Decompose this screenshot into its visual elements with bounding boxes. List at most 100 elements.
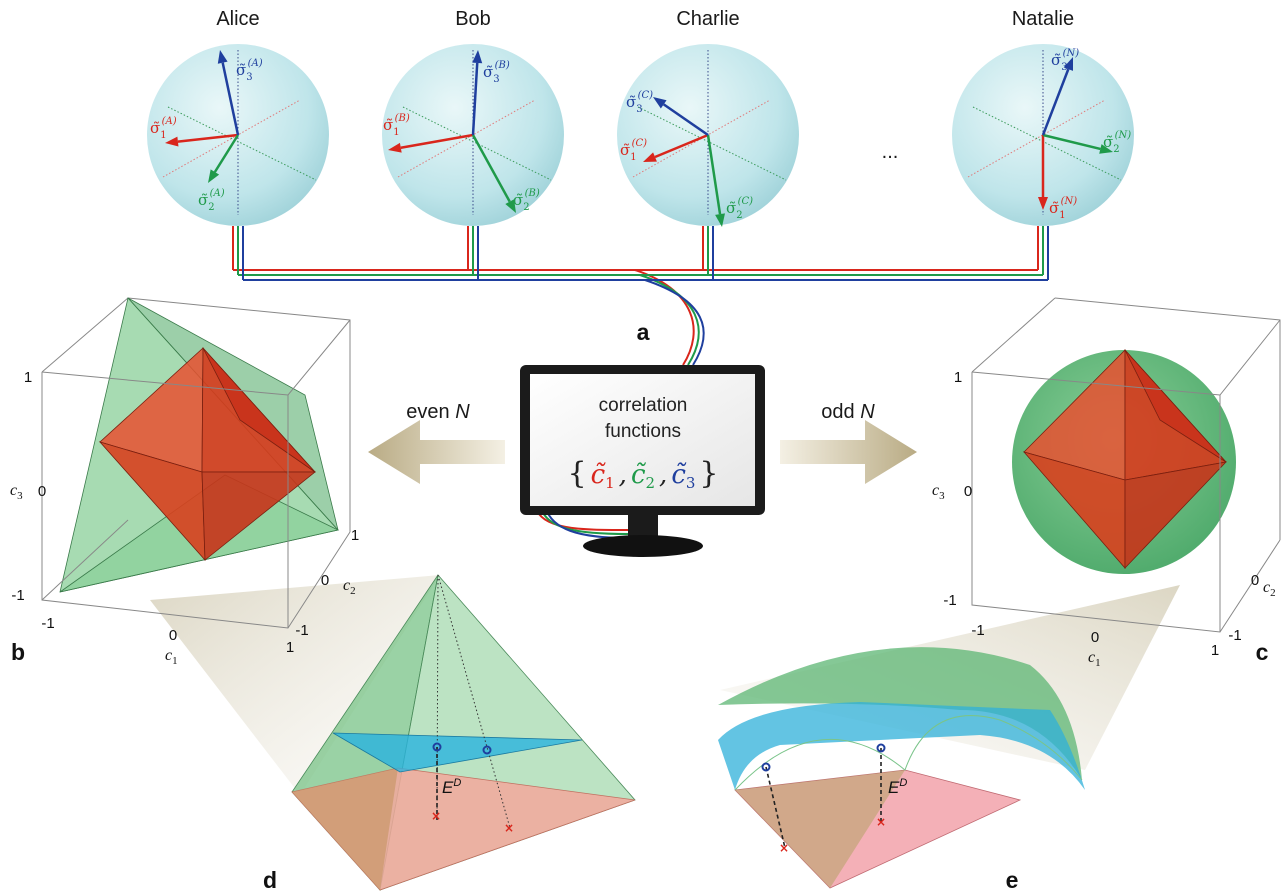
d-guide-1 bbox=[436, 574, 439, 821]
b-c1-tick-m1: -1 bbox=[41, 615, 54, 632]
e-cap-outer bbox=[718, 647, 1082, 780]
e-point-1 bbox=[761, 762, 771, 772]
dotted-axis-y bbox=[972, 106, 1122, 181]
d-point-2 bbox=[482, 745, 492, 755]
sigma-3-label: σ̃3(C) bbox=[626, 90, 653, 115]
panel-label-e: e bbox=[1006, 867, 1019, 893]
monitor-screen bbox=[530, 374, 755, 506]
arrow-odd-label: odd N bbox=[821, 401, 875, 423]
dotted-axis-x bbox=[632, 99, 771, 178]
axes-c: 1 0 -1 c3 -1 0 1 c1 0 -1 c2 bbox=[932, 369, 1276, 669]
c-c3-label: c3 bbox=[932, 482, 945, 502]
e-slice bbox=[718, 702, 1085, 790]
zoom-fan-left bbox=[150, 575, 440, 795]
sigma-1-arrowhead bbox=[643, 152, 657, 162]
b-c3-tick-m1: -1 bbox=[11, 587, 24, 604]
c1-symbol: c̃ bbox=[591, 460, 607, 490]
sigma-2-label: σ̃2(C) bbox=[726, 196, 753, 221]
panel-label-d: d bbox=[263, 867, 277, 893]
panel-label-a: a bbox=[637, 319, 650, 345]
party-name-charlie: Charlie bbox=[676, 8, 739, 30]
sigma-2-label: σ̃2(B) bbox=[513, 188, 540, 213]
sigma-2-vector bbox=[471, 134, 511, 203]
b-c2-tick-1: 1 bbox=[351, 527, 359, 544]
party-name-bob: Bob bbox=[455, 8, 491, 30]
sigma-3-label: σ̃3(B) bbox=[483, 60, 510, 85]
b-c2-tick-0: 0 bbox=[321, 572, 329, 589]
d-cross-2: × bbox=[504, 821, 514, 835]
correlation-set: { c̃1 , c̃2 , c̃3 } bbox=[567, 456, 718, 492]
e-point-2 bbox=[876, 743, 886, 753]
c3-symbol: c̃ bbox=[671, 460, 687, 490]
dotted-axis-x bbox=[397, 99, 536, 178]
c3-sub: 3 bbox=[686, 474, 696, 492]
sigma-3-arrowhead bbox=[653, 97, 667, 109]
panel-c-plot: 1 0 -1 c3 -1 0 1 c1 0 -1 c2 bbox=[932, 297, 1281, 669]
b-c2-tick-m1: -1 bbox=[295, 622, 308, 639]
wire-bundle bbox=[232, 226, 1049, 539]
sigma-2-arrowhead bbox=[505, 199, 516, 213]
sigma-2-arrowhead bbox=[208, 169, 220, 183]
cube-c-front-edges bbox=[971, 319, 1281, 633]
panel-d-plot: × × ED bbox=[291, 574, 636, 891]
dotted-axis-x bbox=[162, 99, 301, 178]
c-c2-label: c2 bbox=[1263, 579, 1276, 599]
feed-wire-2 bbox=[639, 274, 700, 366]
octa-b-face-3 bbox=[202, 347, 316, 473]
sigma-1-label: σ̃1(A) bbox=[150, 116, 177, 141]
b-c1-tick-1: 1 bbox=[286, 639, 294, 656]
sigma-3-arrowhead bbox=[472, 50, 483, 64]
sigma-3-vector bbox=[1041, 68, 1070, 136]
c2-symbol: c̃ bbox=[631, 460, 647, 490]
sphere-charlie: σ̃1(C) σ̃2(C) σ̃3(C) bbox=[617, 44, 799, 227]
sigma-1-vector bbox=[177, 133, 239, 143]
party-names: Alice Bob Charlie Natalie bbox=[216, 8, 1074, 30]
panel-label-c: c bbox=[1256, 639, 1269, 665]
monitor-stand bbox=[583, 535, 703, 557]
b-c1-label: c1 bbox=[165, 647, 178, 667]
monitor-line-1: correlation bbox=[599, 395, 688, 416]
e-cross-2: × bbox=[876, 815, 886, 829]
c1-sub: 1 bbox=[605, 474, 615, 492]
cube-b-front-edges bbox=[41, 319, 351, 629]
sigma-1-label: σ̃1(N) bbox=[1049, 196, 1077, 221]
sigma-1-arrowhead bbox=[388, 142, 402, 153]
close-brace: } bbox=[699, 456, 718, 491]
c-c1-tick-0: 0 bbox=[1091, 629, 1099, 646]
sigma-3-label: σ̃3(A) bbox=[236, 58, 263, 83]
sigma-3-label: σ̃3(N) bbox=[1051, 48, 1079, 73]
sigma-1-arrowhead bbox=[1038, 197, 1048, 210]
dotted-axis-x bbox=[967, 99, 1106, 178]
b-c3-tick-0: 0 bbox=[38, 483, 46, 500]
sphere-bob: σ̃1(B) σ̃2(B) σ̃3(B) bbox=[382, 44, 564, 226]
e-cap-edge bbox=[734, 715, 1083, 791]
b-c1-tick-0: 0 bbox=[169, 627, 177, 644]
sigma-2-arrowhead bbox=[1099, 144, 1113, 154]
comma-1: , bbox=[619, 460, 627, 490]
sigma-1-arrowhead bbox=[165, 136, 179, 147]
axes-b: 1 0 -1 c3 -1 0 1 c1 1 0 -1 c2 bbox=[10, 369, 359, 667]
c2-sub: 2 bbox=[646, 474, 656, 492]
arrow-even-label: even N bbox=[406, 401, 470, 423]
panel-b-plot: 1 0 -1 c3 -1 0 1 c1 1 0 -1 c2 bbox=[10, 297, 359, 667]
panel-label-b: b bbox=[11, 639, 25, 665]
e-base-shade bbox=[735, 770, 905, 888]
sigma-3-arrowhead bbox=[1063, 57, 1073, 71]
sigma-1-label: σ̃1(C) bbox=[620, 138, 647, 163]
sphere-alice: σ̃1(A) σ̃2(A) σ̃3(A) bbox=[147, 44, 329, 226]
c-c2-tick-m1: -1 bbox=[1228, 627, 1241, 644]
b-c3-label: c3 bbox=[10, 482, 23, 502]
sphere-natalie: σ̃1(N) σ̃2(N) σ̃3(N) bbox=[952, 44, 1134, 226]
sigma-2-vector bbox=[1042, 133, 1101, 151]
octa-c-face-3 bbox=[1124, 349, 1227, 463]
sigma-1-vector bbox=[400, 133, 474, 149]
c-c3-tick-m1: -1 bbox=[943, 592, 956, 609]
sigma-2-vector bbox=[213, 134, 240, 173]
party-name-natalie: Natalie bbox=[1012, 8, 1074, 30]
b-c2-label: c2 bbox=[343, 577, 356, 597]
c-c1-tick-1: 1 bbox=[1211, 642, 1219, 659]
sigma-2-label: σ̃2(A) bbox=[198, 188, 225, 213]
e-ed-label: ED bbox=[888, 777, 907, 797]
c-c1-tick-m1: -1 bbox=[971, 622, 984, 639]
